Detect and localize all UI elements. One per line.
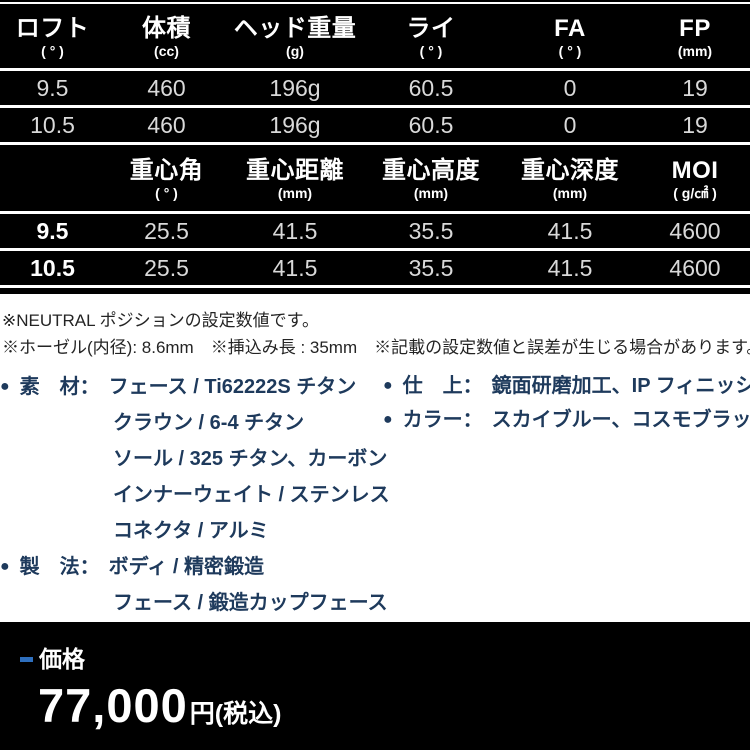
material-method-block: ● 素 材： フェース / Ti62222S チタン クラウン / 6-4 チタン … xyxy=(0,369,750,621)
cell-lie: 60.5 xyxy=(408,112,454,138)
cell-cg-angle: 25.5 xyxy=(144,218,189,244)
cg-spec-row-9-5: 9.5 25.5 41.5 35.5 41.5 4600 xyxy=(0,211,750,248)
method-face: フェース / 鍛造カップフェース xyxy=(113,592,388,614)
cell-head-weight: 196g xyxy=(269,112,321,138)
header-cg-depth: 重心深度 (mm) xyxy=(521,156,619,201)
head-spec-header-row: ロフト ( ° ) 体積 (cc) ヘッド重量 (g) ライ ( ° ) FA … xyxy=(0,4,750,68)
material-line-4: インナーウェイト / ステンレス xyxy=(0,477,750,513)
cg-spec-table: 重心角 ( ° ) 重心距離 (mm) 重心高度 (mm) 重心深度 (mm) … xyxy=(0,142,750,294)
footnote-neutral: ※NEUTRAL ポジションの設定数値です。 xyxy=(2,311,319,330)
price-section: 価格 77,000 円(税込) xyxy=(0,622,750,750)
header-fp: FP (mm) xyxy=(677,14,713,59)
head-spec-table: ロフト ( ° ) 体積 (cc) ヘッド重量 (g) ライ ( ° ) FA … xyxy=(0,0,750,142)
header-fa: FA ( ° ) xyxy=(554,14,586,59)
head-spec-row-9-5: 9.5 460 196g 60.5 0 19 xyxy=(0,68,750,105)
cell-loft: 10.5 xyxy=(30,255,75,281)
header-volume: 体積 (cc) xyxy=(142,14,191,59)
material-line-2: クラウン / 6-4 チタン xyxy=(0,405,750,441)
cg-spec-header-row: 重心角 ( ° ) 重心距離 (mm) 重心高度 (mm) 重心深度 (mm) … xyxy=(0,142,750,211)
material-connector: コネクタ / アルミ xyxy=(113,520,269,542)
cell-head-weight: 196g xyxy=(269,75,321,101)
material-inner-weight: インナーウェイト / ステンレス xyxy=(113,484,390,506)
finish-label: 仕 上： xyxy=(402,375,483,397)
method-body: ボディ / 精密鍛造 xyxy=(108,556,264,578)
header-cg-angle: 重心角 ( ° ) xyxy=(129,156,204,201)
footnote-hosel: ※ホーゼル(内径): 8.6mm ※挿込み長 : 35mm ※記載の設定数値と誤… xyxy=(2,338,750,357)
finish-value: 鏡面研磨加工、IP フィニッシュ xyxy=(491,375,750,397)
bullet-icon: ● xyxy=(383,377,393,394)
price-tax-included-unit: 円(税込) xyxy=(189,700,282,728)
head-spec-row-10-5: 10.5 460 196g 60.5 0 19 xyxy=(0,105,750,142)
price-amount-row: 77,000 円(税込) xyxy=(20,678,750,733)
material-label: 素 材： xyxy=(19,376,100,398)
cell-cg-depth: 41.5 xyxy=(547,218,593,244)
method-line-2: フェース / 鍛造カップフェース xyxy=(0,585,750,621)
finish-color-block: ● 仕 上： 鏡面研磨加工、IP フィニッシュ ● カラー： スカイブルー、コスモブラッ… xyxy=(383,369,750,437)
material-face: フェース / Ti62222S チタン xyxy=(108,376,357,398)
bullet-icon: ● xyxy=(0,378,10,395)
bullet-icon: ● xyxy=(0,558,10,575)
material-line-1: ● 素 材： フェース / Ti62222S チタン xyxy=(0,369,750,405)
header-cg-distance: 重心距離 (mm) xyxy=(246,156,344,201)
cell-loft: 9.5 xyxy=(36,75,69,101)
product-details: ● 素 材： フェース / Ti62222S チタン クラウン / 6-4 チタン … xyxy=(0,369,750,622)
accent-dash-icon xyxy=(20,656,33,662)
color-value: スカイブルー、コスモブラック xyxy=(491,409,750,431)
material-line-3: ソール / 325 チタン、カーボン xyxy=(0,441,750,477)
price-label-row: 価格 xyxy=(20,646,750,672)
cell-lie: 60.5 xyxy=(408,75,454,101)
bullet-icon: ● xyxy=(383,411,393,428)
cell-cg-height: 35.5 xyxy=(408,255,454,281)
cell-volume: 460 xyxy=(147,75,186,101)
cell-moi: 4600 xyxy=(669,255,721,281)
color-label: カラー： xyxy=(402,409,483,431)
cell-fp: 19 xyxy=(682,112,708,138)
header-head-weight: ヘッド重量 (g) xyxy=(233,14,357,59)
cell-loft: 9.5 xyxy=(36,218,69,244)
cell-volume: 460 xyxy=(147,112,186,138)
finish-line: ● 仕 上： 鏡面研磨加工、IP フィニッシュ xyxy=(383,369,750,403)
color-line: ● カラー： スカイブルー、コスモブラック xyxy=(383,403,750,437)
cell-cg-distance: 41.5 xyxy=(272,218,318,244)
header-lie: ライ ( ° ) xyxy=(406,14,456,59)
material-sole: ソール / 325 チタン、カーボン xyxy=(113,448,388,470)
cell-fa: 0 xyxy=(563,75,577,101)
price-amount: 77,000 xyxy=(38,679,188,732)
cell-fa: 0 xyxy=(563,112,577,138)
cell-loft: 10.5 xyxy=(30,112,75,138)
header-empty xyxy=(0,145,105,211)
header-loft: ロフト ( ° ) xyxy=(15,14,90,59)
method-line-1: ● 製 法： ボディ / 精密鍛造 xyxy=(0,549,750,585)
cg-spec-row-10-5: 10.5 25.5 41.5 35.5 41.5 4600 xyxy=(0,248,750,285)
cell-cg-depth: 41.5 xyxy=(547,255,593,281)
cell-cg-distance: 41.5 xyxy=(272,255,318,281)
material-crown: クラウン / 6-4 チタン xyxy=(113,412,305,434)
material-line-5: コネクタ / アルミ xyxy=(0,513,750,549)
cell-fp: 19 xyxy=(682,75,708,101)
table-top-border xyxy=(0,0,750,4)
cell-moi: 4600 xyxy=(669,218,721,244)
method-label: 製 法： xyxy=(19,556,100,578)
footnotes: ※NEUTRAL ポジションの設定数値です。 ※ホーゼル(内径): 8.6mm … xyxy=(0,294,750,361)
price-label: 価格 xyxy=(39,646,85,672)
table-bottom-border xyxy=(0,285,750,294)
header-cg-height: 重心高度 (mm) xyxy=(382,156,480,201)
cell-cg-angle: 25.5 xyxy=(144,255,189,281)
header-moi: MOI ( g/㎠ ) xyxy=(671,156,719,201)
cell-cg-height: 35.5 xyxy=(408,218,454,244)
